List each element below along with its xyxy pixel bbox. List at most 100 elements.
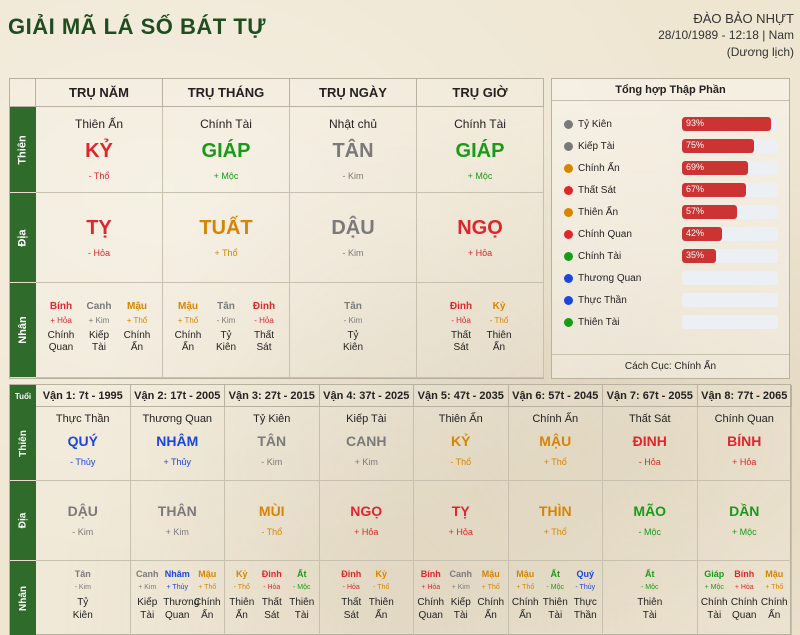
luck-hidden-god-line2: Ấn	[375, 610, 388, 621]
luck-branch-cell: DẦN + Mộc	[697, 481, 792, 561]
summary-bar: 75%	[682, 139, 778, 153]
luck-hidden-stems: Giáp + Mộc Chính Tài Bính + Hỏa Chính Quan Mậu + …	[698, 569, 792, 622]
hidden-stem-name: Tân	[344, 301, 362, 312]
pillar-header: TRỤ GIỜ	[417, 79, 544, 107]
luck-header: Vận 6: 57t - 2045	[508, 385, 603, 407]
pillar-stem: KỶ	[85, 140, 113, 162]
hidden-stem-god-line2: Kiên	[342, 342, 363, 353]
pillar-branch: TUẤT	[199, 217, 253, 239]
hidden-stem-god: Tỷ Kiên	[209, 330, 243, 354]
hidden-stem-god: Tỷ Kiên	[336, 330, 370, 354]
luck-hidden-god-line1: Chính	[700, 597, 728, 608]
luck-row-label-text: Địa	[17, 512, 29, 529]
luck-hidden-stem: Canh + Kim Kiếp Tài	[133, 569, 161, 622]
summary-bar: 69%	[682, 161, 778, 175]
luck-hidden-stem-element: - Thổ	[373, 584, 390, 591]
hidden-stem: Canh + Kim Kiếp Tài	[82, 301, 116, 354]
hidden-stem-god: Thiên Ấn	[482, 330, 516, 354]
hidden-stem-god: Chính Ấn	[171, 330, 205, 354]
summary-row: Chính Ấn 69%	[564, 161, 784, 175]
luck-hidden-god-line2: Quan	[418, 610, 443, 621]
pillar-hidden-cell: Bính + Hỏa Chính Quan Canh + Kim Kiếp Tài Mậu + T…	[36, 283, 163, 378]
summary-title: Tổng hợp Thập Phần	[552, 79, 789, 101]
luck-hidden-stem-name: Tân	[74, 569, 91, 579]
luck-header: Vận 1: 7t - 1995	[36, 385, 131, 407]
hidden-stem-name: Tân	[217, 301, 235, 312]
summary-bar	[682, 293, 778, 307]
luck-hidden-stem-name: Bính	[734, 569, 755, 579]
summary-item-name: Kiếp Tài	[578, 140, 615, 152]
luck-branch: THÌN	[538, 503, 572, 519]
element-dot-icon	[564, 229, 573, 239]
luck-hidden-stem-element: - Mộc	[546, 584, 565, 591]
pillar-stem: TÂN	[332, 140, 374, 162]
luck-hidden-god-line2: Kiên	[72, 610, 93, 621]
person-info: ĐÀO BẢO NHỰT 28/10/1989 - 12:18 | Nam (D…	[658, 10, 794, 61]
summary-item-name: Thất Sát	[578, 184, 616, 196]
luck-hidden-stem-name: Mậu	[516, 569, 535, 579]
luck-hidden-stem-god: Thương Quan	[163, 596, 199, 622]
hidden-stem-element: - Hỏa	[451, 316, 471, 325]
luck-hidden-god-line2: Ấn	[768, 610, 781, 621]
element-dot-icon	[564, 141, 573, 151]
hidden-stem-name: Canh	[86, 301, 112, 312]
luck-hidden-stem-name: Mậu	[481, 569, 500, 579]
luck-stem-cell: Thất Sát ĐINH - Hỏa	[603, 407, 698, 481]
summary-row: Thiên Tài	[564, 315, 784, 329]
hidden-stem-god-line1: Chính	[174, 330, 202, 341]
pillar-stem-element: + Mộc	[467, 171, 493, 181]
hidden-stem-god-line2: Ấn	[130, 342, 144, 353]
luck-hidden-god-line1: Chính	[417, 597, 445, 608]
hidden-stem-god-line2: Kiên	[215, 342, 236, 353]
luck-hidden-stem: Ất - Mộc Thiên Tài	[288, 569, 316, 622]
hidden-stem-god: Kiếp Tài	[82, 330, 116, 354]
luck-hidden-stem-element: + Thổ	[198, 584, 217, 591]
luck-stem: MẬU	[539, 433, 572, 449]
summary-bar: 42%	[682, 227, 778, 241]
luck-hidden-stem-element: + Hỏa	[734, 584, 754, 591]
luck-branch-element: + Hỏa	[354, 527, 379, 537]
luck-hidden-stem-element: - Thủy	[575, 584, 596, 591]
summary-bar-percent: 93%	[686, 118, 705, 128]
luck-stem-cell: Thực Thần QUÝ - Thủy	[36, 407, 131, 481]
luck-hidden-stem-name: Quý	[576, 569, 594, 579]
luck-branch: TỴ	[451, 503, 470, 519]
luck-hidden-god-line2: Tài	[140, 610, 155, 621]
hidden-stem: Đinh - Hỏa Thất Sát	[247, 301, 281, 354]
luck-stem-element: + Kim	[354, 457, 378, 467]
hidden-stem-name: Đinh	[252, 301, 276, 312]
luck-god: Chính Quan	[714, 413, 774, 425]
hidden-stem-element: - Kim	[216, 316, 236, 325]
luck-hidden-stem-god: Thiên Tài	[288, 596, 316, 622]
luck-hidden-stem-god: Thiên Tài	[636, 596, 664, 622]
hidden-stem-element: - Kim	[343, 316, 363, 325]
luck-hidden-god-line2: Quan	[732, 610, 757, 621]
hidden-stems: Tân - Kim Tỷ Kiên	[290, 301, 416, 354]
summary-item-name: Chính Ấn	[578, 162, 620, 174]
hidden-stem-god-line1: Kiếp	[88, 330, 109, 341]
luck-hidden-god-line2: Tài	[294, 610, 309, 621]
luck-hidden-god-line1: Thiên	[637, 597, 663, 608]
luck-hidden-stem: Nhâm + Thủy Thương Quan	[163, 569, 199, 622]
luck-hidden-stems: Ất - Mộc Thiên Tài	[603, 569, 697, 622]
luck-stem-cell: Thương Quan NHÂM + Thủy	[130, 407, 225, 481]
luck-hidden-god-line1: Chính	[193, 597, 221, 608]
pillar-branch: DẬU	[331, 217, 375, 239]
luck-hidden-god-line1: Thiên	[289, 597, 315, 608]
summary-bar	[682, 315, 778, 329]
luck-hidden-stem: Ất - Mộc Thiên Tài	[541, 569, 569, 622]
luck-hidden-stem: Kỷ - Thổ Thiên Ấn	[228, 569, 256, 622]
pillar-stem-element: - Kim	[342, 171, 364, 181]
summary-item-name: Thiên Tài	[578, 316, 620, 328]
summary-bar-fill	[682, 117, 772, 131]
luck-header: Vận 4: 37t - 2025	[319, 385, 414, 407]
element-dot-icon	[564, 185, 573, 195]
pillar-stem: GIÁP	[455, 140, 505, 162]
hidden-stem-god-line2: Sát	[256, 342, 272, 353]
luck-stem-cell: Chính Ấn MẬU + Thổ	[508, 407, 603, 481]
luck-hidden-cell: Canh + Kim Kiếp Tài Nhâm + Thủy Thương Quan Mậu +…	[131, 561, 225, 635]
luck-hidden-god-line1: Kiếp	[137, 597, 158, 608]
luck-branch: NGỌ	[350, 503, 383, 519]
luck-stem: NHÂM	[156, 433, 199, 449]
pillar-header: TRỤ NĂM	[36, 79, 163, 107]
